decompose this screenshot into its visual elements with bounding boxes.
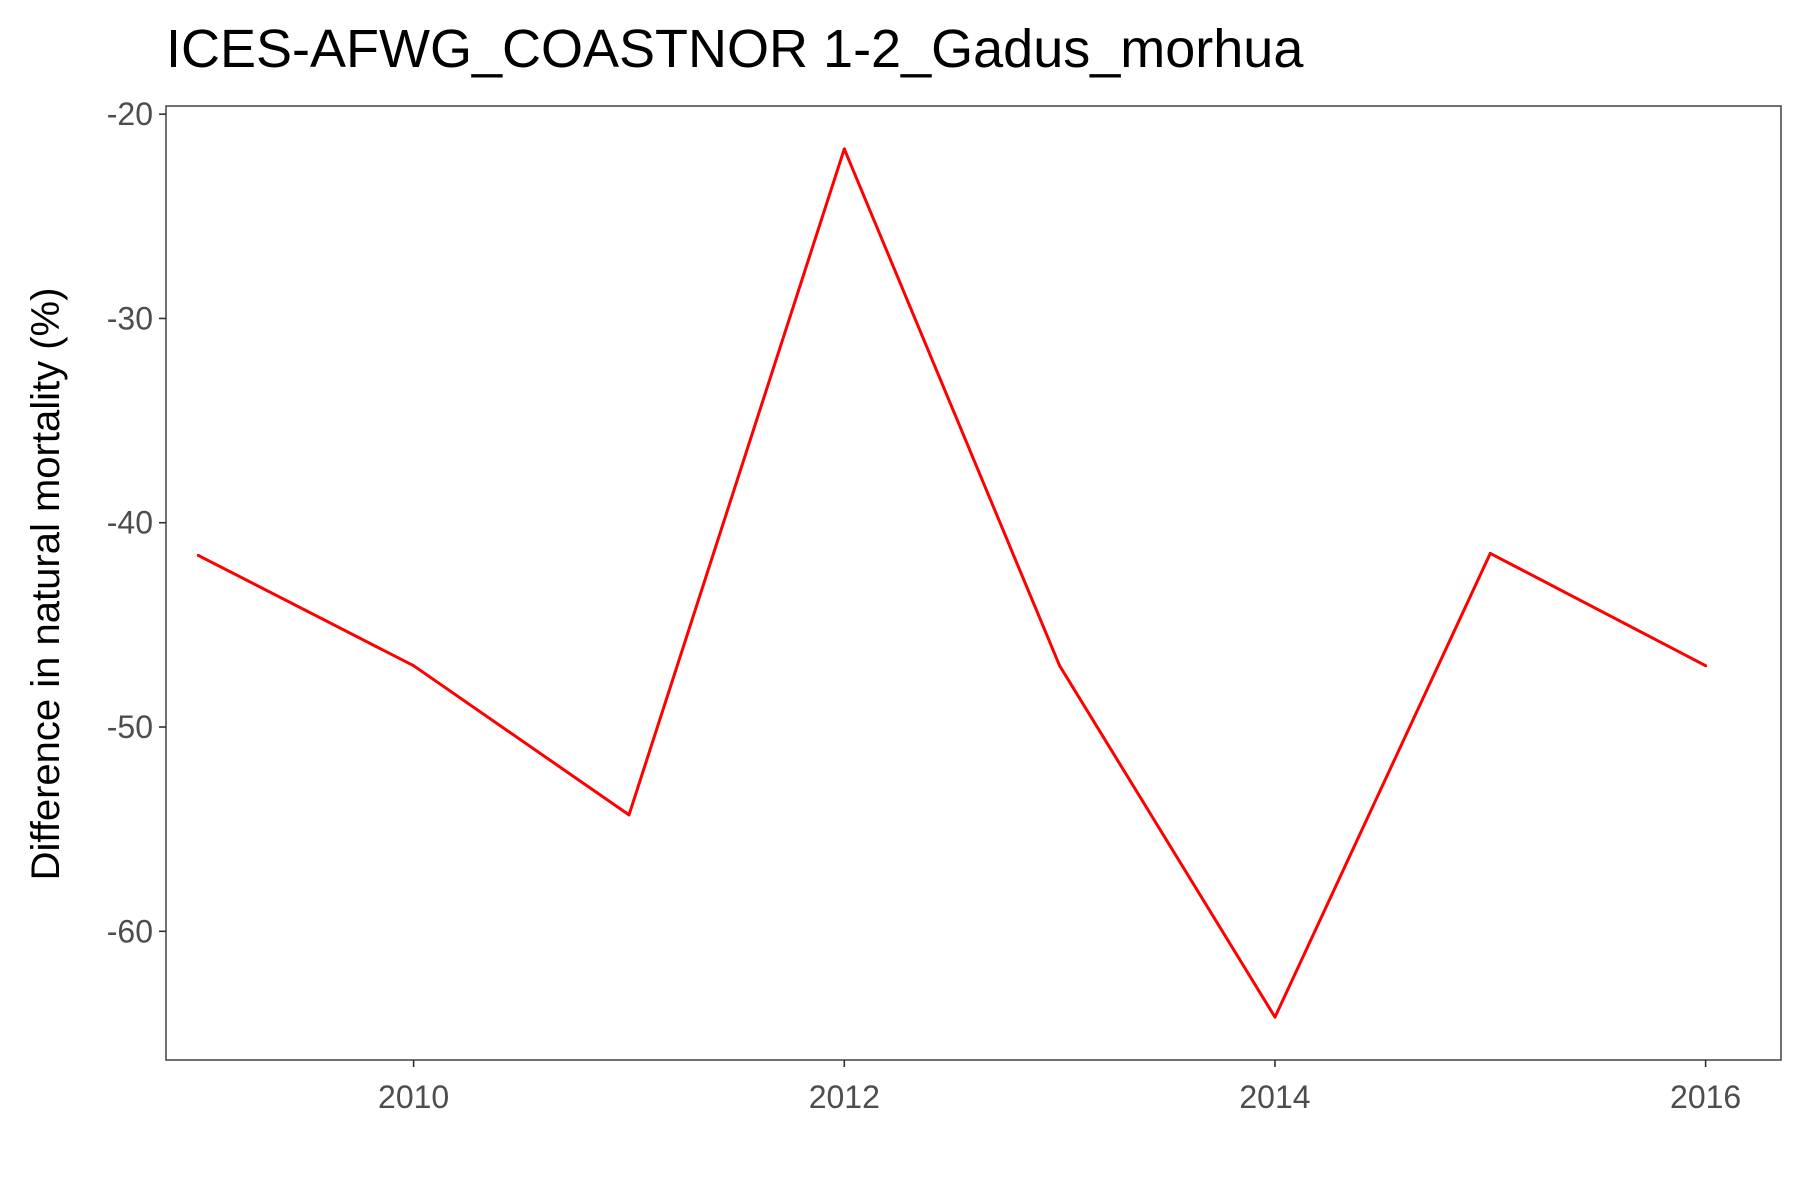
y-tick-label: -30 (107, 300, 153, 336)
data-point (1273, 1015, 1277, 1019)
chart-title: ICES-AFWG_COASTNOR 1-2_Gadus_morhua (166, 19, 1304, 79)
y-tick-label: -60 (107, 913, 153, 949)
data-point (1488, 551, 1492, 555)
data-point (196, 553, 200, 557)
y-axis-title: Difference in natural mortality (%) (24, 288, 68, 881)
y-tick-label: -40 (107, 505, 153, 541)
x-axis: 2010 2012 2014 2016 (378, 1060, 1741, 1115)
data-point (1058, 664, 1062, 668)
data-point (1704, 664, 1708, 668)
x-tick-label: 2012 (809, 1079, 880, 1115)
data-point (842, 147, 846, 151)
x-tick-label: 2010 (378, 1079, 449, 1115)
data-point (627, 813, 631, 817)
plot-panel (165, 105, 1782, 1061)
data-point (412, 664, 416, 668)
series-layer (196, 147, 1708, 1019)
y-tick-label: -20 (107, 96, 153, 132)
x-tick-label: 2016 (1670, 1079, 1741, 1115)
x-tick-label: 2014 (1239, 1079, 1310, 1115)
series-line-0 (197, 147, 1707, 1019)
y-tick-label: -50 (107, 709, 153, 745)
y-axis: -20 -30 -40 -50 -60 (107, 96, 166, 949)
